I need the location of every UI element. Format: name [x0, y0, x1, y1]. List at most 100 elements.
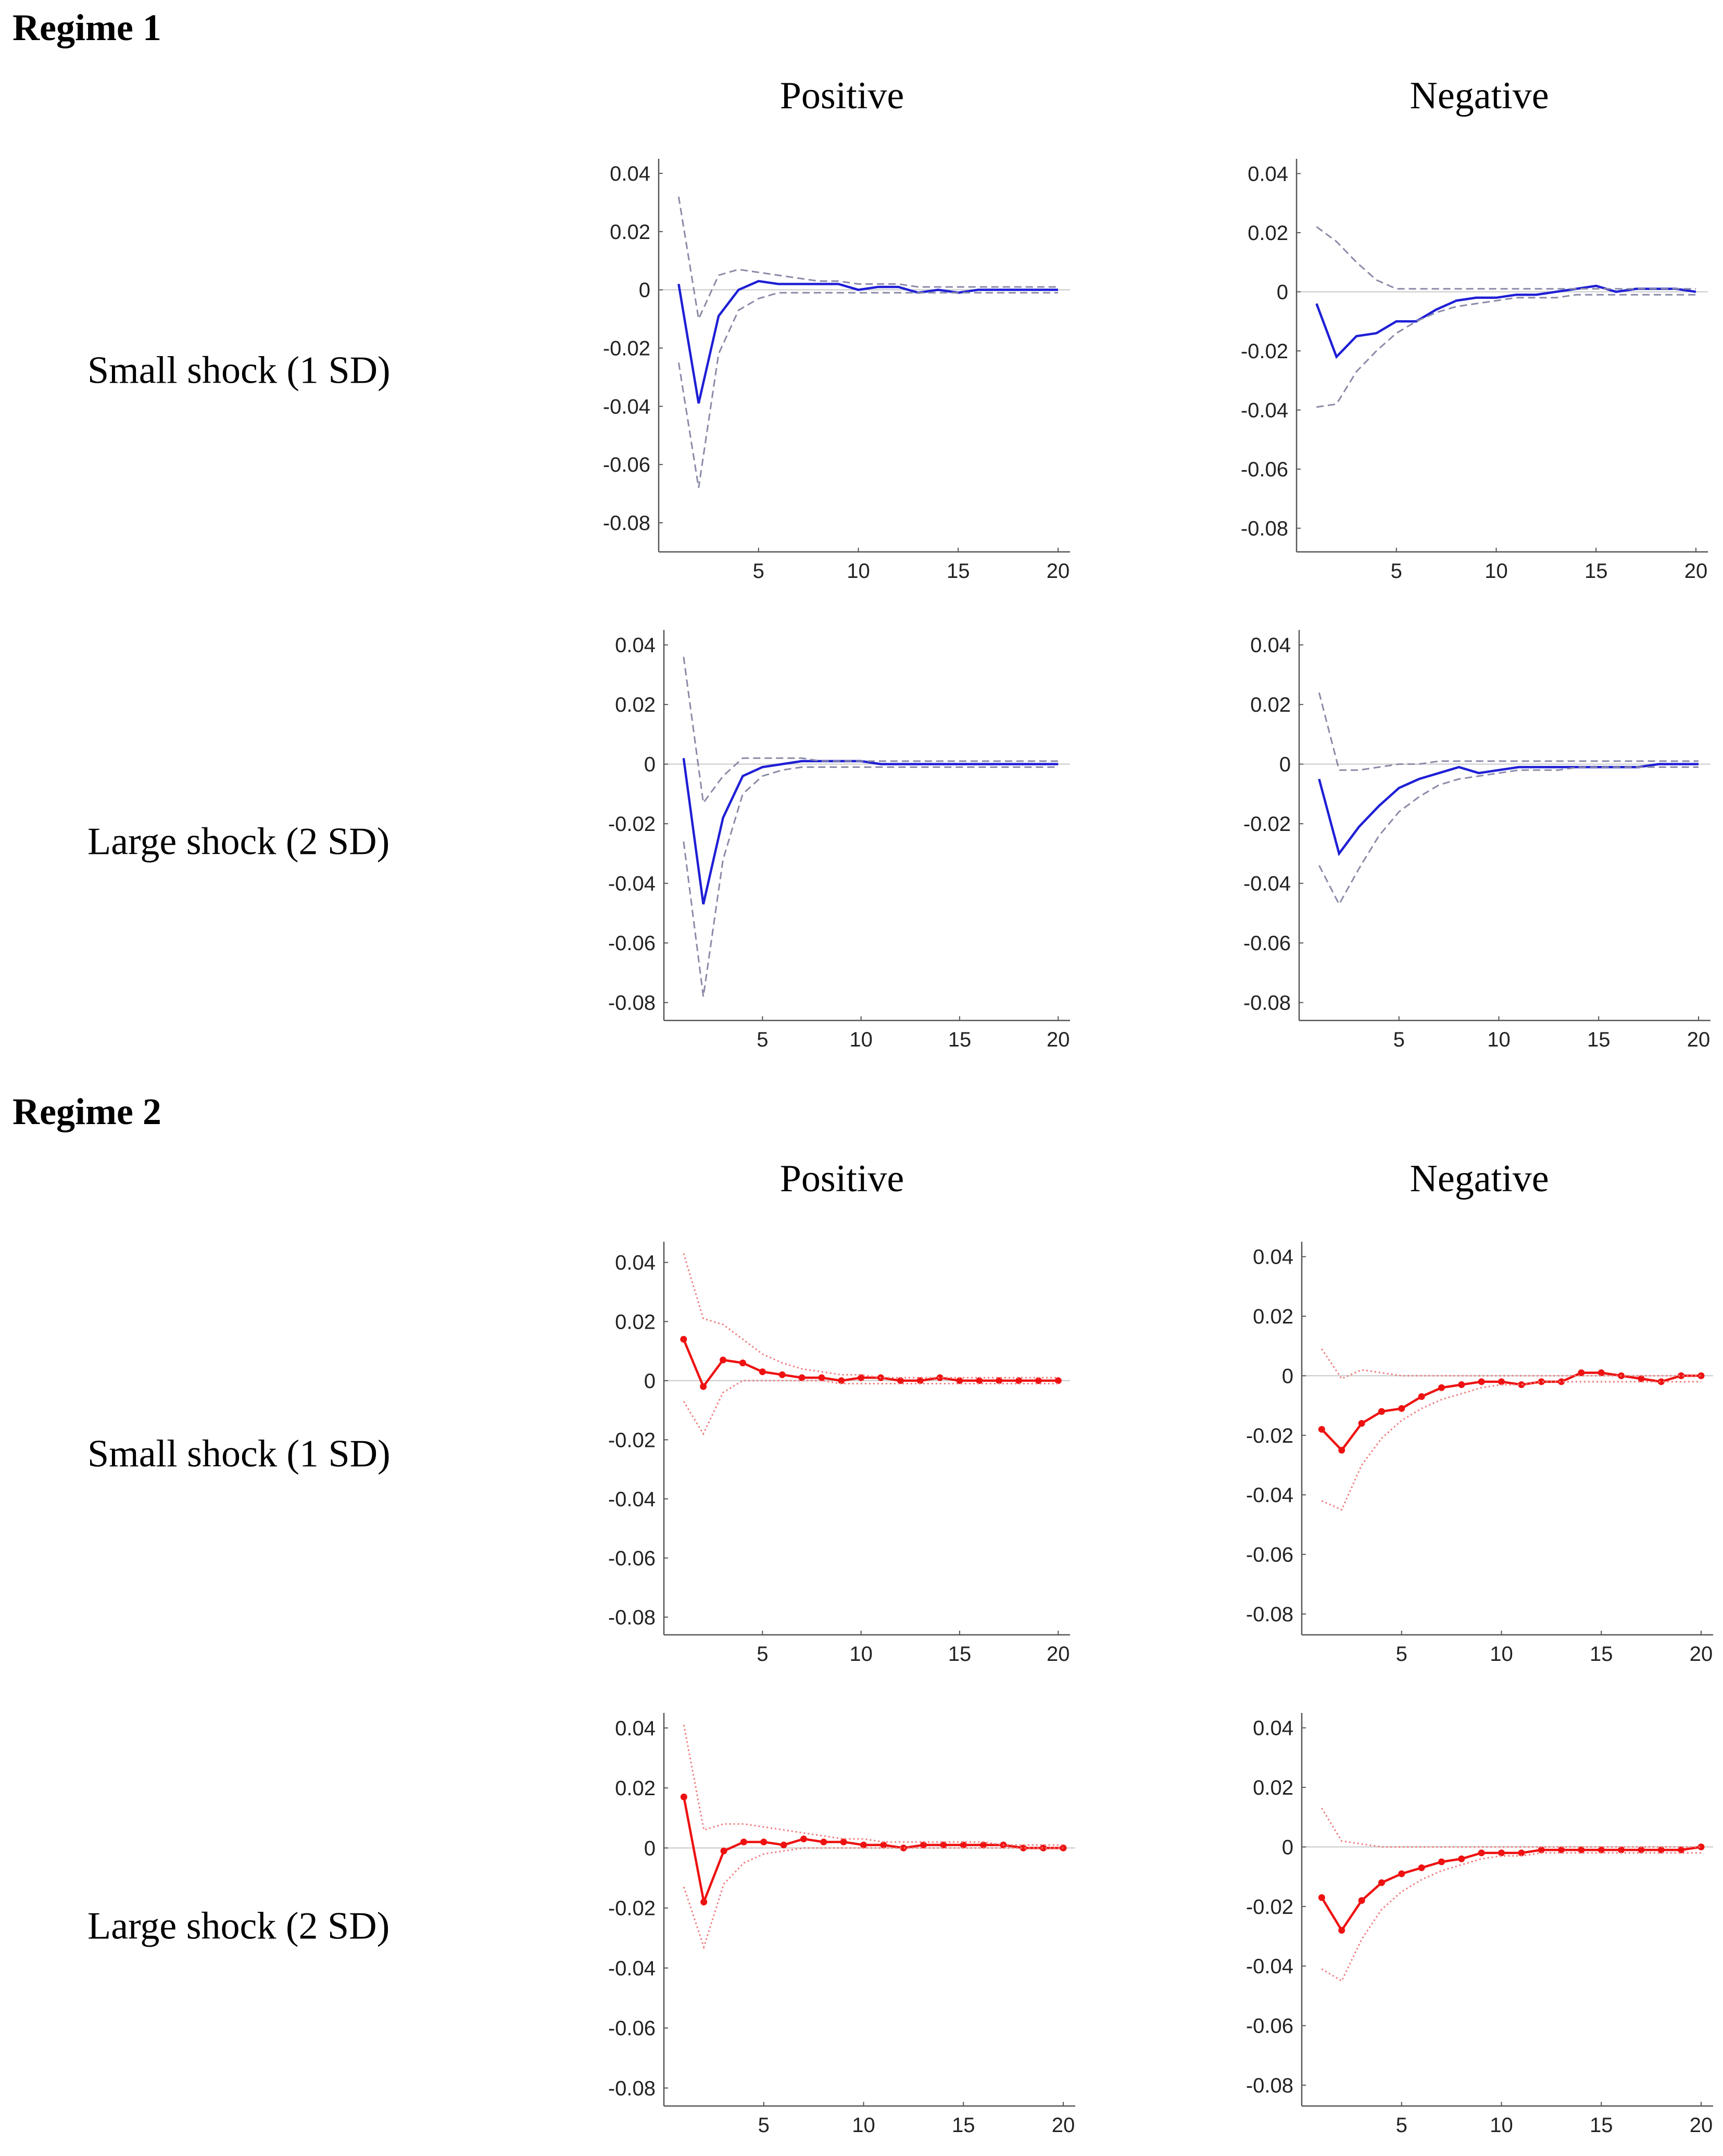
y-tick-label: 0.04: [1253, 1717, 1293, 1740]
x-tick-label: 20: [1047, 1028, 1070, 1051]
y-tick-label: -0.04: [603, 395, 650, 418]
response-point: [1035, 1377, 1042, 1384]
response-point: [1378, 1879, 1385, 1886]
response-point: [1598, 1846, 1605, 1854]
response-point: [1558, 1378, 1565, 1385]
y-tick-label: -0.02: [608, 1897, 656, 1920]
y-tick-label: -0.04: [1243, 873, 1291, 896]
response-point: [1518, 1849, 1525, 1857]
y-tick-label: -0.06: [1243, 932, 1291, 955]
response-point: [1697, 1843, 1705, 1850]
y-tick-label: 0: [1279, 753, 1291, 776]
x-tick-label: 10: [849, 1643, 873, 1666]
y-tick-label: -0.02: [1246, 1896, 1293, 1919]
response-point: [980, 1842, 987, 1849]
response-point: [1558, 1846, 1565, 1854]
x-tick-label: 15: [1584, 560, 1608, 583]
response-point: [700, 1383, 707, 1390]
response-point: [1618, 1846, 1625, 1854]
regime-1-col-negative: Negative: [1410, 74, 1549, 117]
y-tick-label: -0.06: [603, 453, 650, 476]
response-point: [818, 1374, 825, 1381]
y-tick-label: 0.04: [1250, 634, 1291, 657]
y-tick-label: -0.06: [1241, 458, 1288, 481]
band-upper: [683, 1724, 1063, 1846]
y-tick-label: 0.02: [610, 221, 650, 244]
response-point: [1338, 1446, 1345, 1454]
band-lower: [1321, 1381, 1701, 1511]
response-point: [1398, 1405, 1405, 1412]
regime-2-col-positive: Positive: [779, 1157, 904, 1200]
y-tick-label: 0.02: [615, 694, 656, 716]
y-tick-label: -0.08: [1246, 2074, 1293, 2097]
y-tick-label: -0.02: [1241, 340, 1288, 363]
regime-1-row-large: Large shock (2 SD): [87, 820, 390, 863]
response-point: [1638, 1846, 1645, 1854]
response-point: [1318, 1426, 1325, 1433]
y-tick-label: 0.02: [1250, 694, 1291, 716]
response-point: [860, 1842, 867, 1849]
y-tick-label: -0.02: [608, 1429, 656, 1452]
y-tick-label: 0.04: [615, 1717, 656, 1740]
y-tick-label: -0.06: [608, 932, 656, 955]
x-tick-label: 5: [1396, 2114, 1407, 2137]
chart-r2-small-positive: 0.04 0.02 0 -0.02 -0.04 -0.06 -0.08 5 10 15 20: [608, 1242, 1070, 1666]
x-tick-label: 20: [1684, 560, 1708, 583]
response-point: [1478, 1849, 1485, 1857]
response-point: [916, 1377, 924, 1384]
response-line: [1320, 1846, 1702, 1933]
band-lower: [683, 1847, 1063, 1950]
band-lower: [1316, 294, 1696, 408]
response-line: [1315, 284, 1696, 359]
response-point: [1518, 1381, 1525, 1389]
y-tick-label: -0.02: [1246, 1424, 1293, 1447]
y-tick-label: -0.04: [1246, 1484, 1293, 1507]
response-point: [1678, 1372, 1685, 1379]
y-tick-label: -0.02: [603, 337, 650, 360]
y-tick-label: 0.04: [615, 634, 656, 657]
x-tick-label: 10: [1490, 1643, 1513, 1666]
response-point: [1358, 1897, 1365, 1904]
response-point: [897, 1377, 904, 1384]
response-point: [1578, 1369, 1585, 1377]
regime-1-title: Regime 1: [12, 7, 161, 48]
chart-r1-small-positive: 0.04 0.02 0 -0.02 -0.04 -0.06 -0.08 5 10 15 20: [603, 159, 1070, 583]
response-point: [1054, 1377, 1062, 1384]
x-tick-label: 10: [849, 1028, 873, 1051]
y-tick-label: 0.04: [610, 162, 650, 185]
response-point: [1040, 1844, 1047, 1851]
band-upper: [683, 1253, 1059, 1379]
y-tick-label: -0.06: [608, 1547, 656, 1570]
y-tick-label: 0: [1282, 1836, 1293, 1859]
response-point: [840, 1838, 847, 1846]
band-lower: [683, 1380, 1059, 1436]
chart-r1-small-negative: 0.04 0.02 0 -0.02 -0.04 -0.06 -0.08 5 10 15 20: [1241, 159, 1708, 583]
response-point: [880, 1842, 887, 1849]
y-tick-label: 0: [644, 1370, 656, 1393]
response-point: [1418, 1393, 1425, 1400]
y-tick-label: 0: [1282, 1365, 1293, 1388]
response-line: [677, 280, 1058, 404]
response-point: [858, 1374, 865, 1381]
x-tick-label: 20: [1690, 2114, 1713, 2137]
y-tick-label: 0.02: [615, 1310, 656, 1333]
regime-2-row-large: Large shock (2 SD): [87, 1905, 390, 1948]
band-upper: [1318, 692, 1699, 771]
y-tick-label: -0.08: [608, 1606, 656, 1629]
response-point: [1458, 1381, 1465, 1389]
response-point: [960, 1842, 967, 1849]
response-point: [820, 1838, 827, 1846]
response-point: [1020, 1844, 1027, 1851]
y-tick-label: 0.04: [1248, 162, 1288, 185]
y-tick-label: 0.02: [1253, 1305, 1293, 1328]
regime-2-title: Regime 2: [12, 1091, 161, 1132]
chart-r2-large-negative: 0.04 0.02 0 -0.02 -0.04 -0.06 -0.08 5 10 15 20: [1246, 1713, 1713, 2137]
regime-2-row-small: Small shock (1 SD): [87, 1432, 391, 1476]
y-tick-label: -0.06: [608, 2017, 656, 2040]
y-tick-label: -0.02: [1243, 813, 1291, 836]
x-tick-label: 5: [1393, 1028, 1405, 1051]
chart-r1-large-negative: 0.04 0.02 0 -0.02 -0.04 -0.06 -0.08 5 10 15 20: [1243, 630, 1711, 1051]
response-point: [1338, 1927, 1345, 1934]
response-point: [1598, 1369, 1605, 1377]
y-tick-label: -0.08: [608, 992, 656, 1015]
